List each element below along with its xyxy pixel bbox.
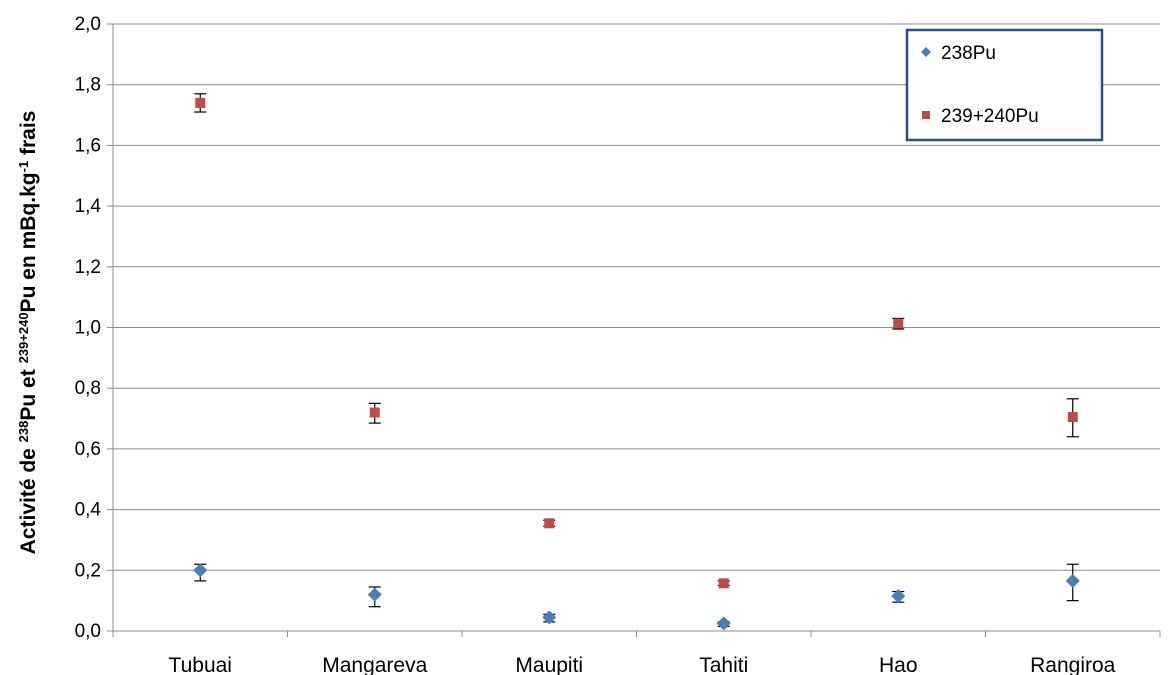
y-axis-label: Activité de 238Pu et 239+240Pu en mBq.kg… <box>16 111 40 555</box>
legend-label: 239+240Pu <box>941 106 1039 127</box>
data-point-238pu <box>542 610 557 625</box>
data-point-238pu <box>193 563 208 578</box>
y-tick-label: 0,2 <box>75 560 101 581</box>
y-axis-label-part: -1 <box>16 161 31 173</box>
y-axis-label-part: Pu en mBq.kg <box>17 172 40 312</box>
y-axis-label-part: 239+240 <box>16 312 31 363</box>
data-marks <box>193 93 1080 631</box>
data-point-239-240pu <box>544 518 555 529</box>
y-tick-label: 1,4 <box>75 196 102 217</box>
y-tick-label: 1,2 <box>75 257 101 278</box>
legend-label: 238Pu <box>941 43 996 64</box>
x-category-label: Mangareva <box>322 654 427 675</box>
x-category-label: Tubuai <box>169 654 232 675</box>
x-category-label: Maupiti <box>515 654 583 675</box>
y-tick-label: 0,6 <box>75 439 101 460</box>
x-category-label: Rangiroa <box>1030 654 1116 675</box>
data-point-238pu <box>1065 573 1080 588</box>
x-category-label: Hao <box>879 654 918 675</box>
x-category-label: Tahiti <box>699 654 748 675</box>
legend-marker-238pu <box>921 47 931 57</box>
data-point-239-240pu <box>718 578 729 589</box>
data-point-239-240pu <box>195 97 206 108</box>
y-axis-label-part: frais <box>17 111 40 161</box>
y-tick-label: 2,0 <box>75 14 101 35</box>
data-point-238pu <box>891 589 906 604</box>
y-tick-label: 0,0 <box>75 621 101 642</box>
y-tick-label: 1,6 <box>75 135 101 156</box>
y-tick-label: 0,8 <box>75 378 101 399</box>
legend-box <box>905 28 1104 142</box>
data-point-239-240pu <box>369 407 380 418</box>
data-point-238pu <box>367 587 382 602</box>
data-point-238pu <box>716 616 731 631</box>
x-axis-categories: Tubuai Mangareva Maupiti Tahiti Hao Rangiroa <box>112 631 1161 675</box>
y-tick-label: 1,0 <box>75 318 101 339</box>
legend: 238Pu 239+240Pu <box>905 28 1104 142</box>
data-point-239-240pu <box>893 318 904 329</box>
y-tick-label: 0,4 <box>75 500 102 521</box>
y-tick-label: 1,8 <box>75 75 101 96</box>
gridlines <box>113 23 1160 571</box>
legend-marker-239-240pu <box>922 111 930 119</box>
data-point-239-240pu <box>1067 412 1078 423</box>
y-axis-label-part: 238 <box>16 421 31 443</box>
y-axis-label-part: Pu et <box>17 363 40 420</box>
y-axis-ticks: 0,0 0,2 0,4 0,6 0,8 1,0 1,2 1,4 1,6 1,8 2,0 <box>75 14 113 642</box>
y-axis-label-part: Activité de <box>17 442 40 554</box>
